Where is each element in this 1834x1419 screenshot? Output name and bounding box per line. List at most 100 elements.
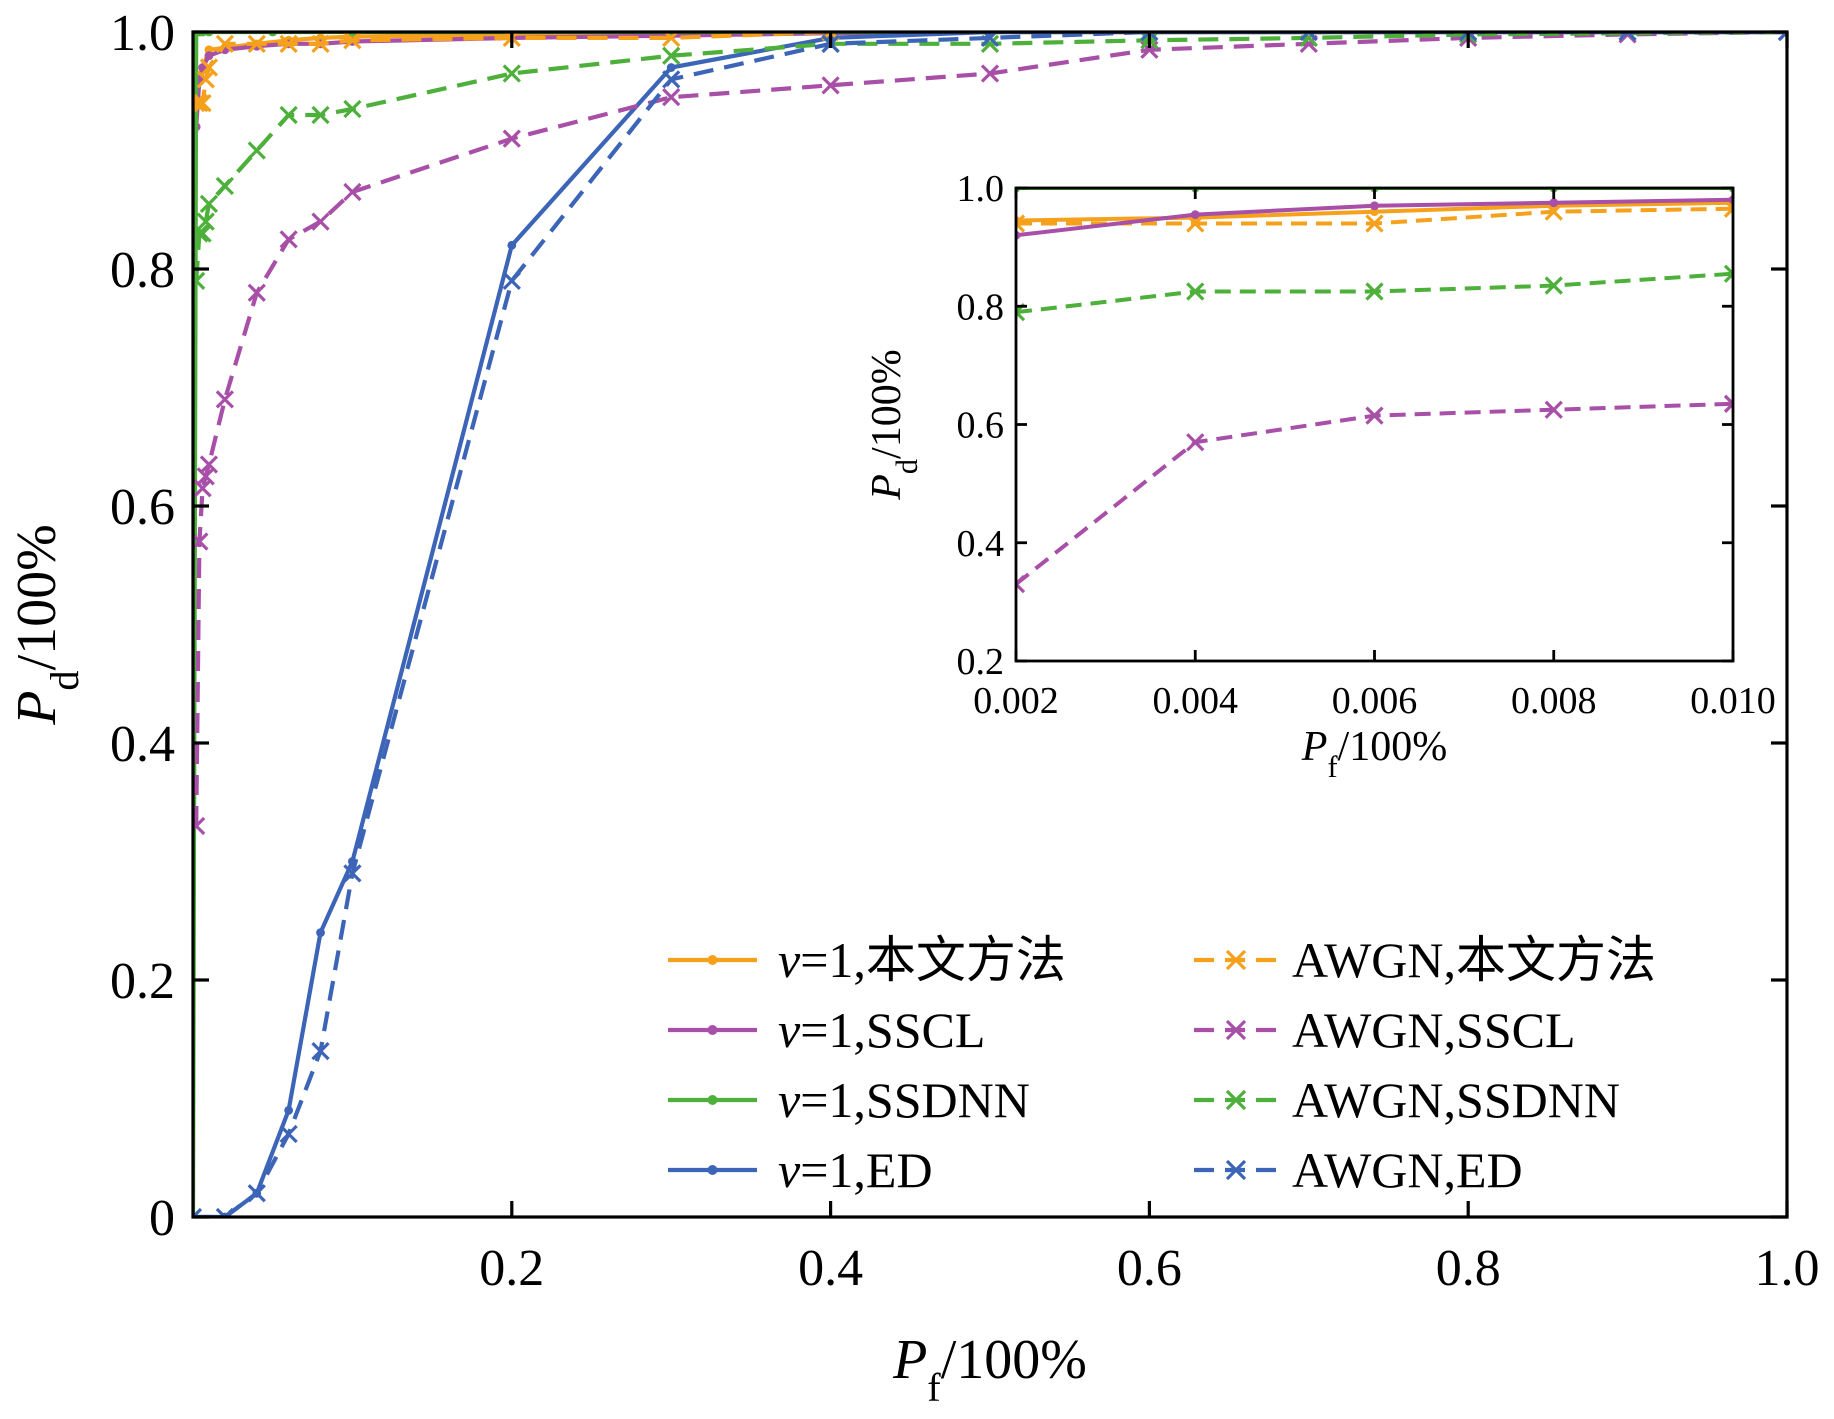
main-data-point — [279, 34, 298, 53]
main-data-point — [821, 76, 840, 95]
main-data-point — [279, 105, 298, 125]
legend-entry: v=1,SSCL — [668, 1002, 985, 1058]
main-data-point — [193, 271, 206, 290]
main-chart: 0.2 0.4 0.6 0.8 1.0 0 0.2 0.4 0.6 0.8 1.0 Pf/100% Pd… — [6, 5, 1820, 1410]
inset-data-point — [1370, 201, 1379, 211]
legend-label: v=1,SSDNN — [778, 1072, 1030, 1128]
inset-y-tick-label: 0.8 — [957, 286, 1005, 328]
main-x-tick-label: 0.6 — [1117, 1240, 1182, 1297]
inset-chart: 0.002 0.004 0.006 0.008 0.010 0.2 0.4 0.6 0.8 1.0… — [864, 168, 1776, 784]
inset-data-point — [1549, 198, 1559, 208]
legend-marker — [707, 955, 718, 965]
inset-data-point — [1190, 210, 1200, 220]
main-data-point — [507, 240, 517, 250]
main-data-point — [980, 64, 1000, 83]
main-x-tick-label: 0.8 — [1436, 1240, 1501, 1297]
legend-label: AWGN,本文方法 — [1292, 932, 1656, 988]
main-data-point — [343, 99, 362, 119]
main-data-point — [502, 129, 521, 148]
main-data-point — [311, 212, 330, 231]
inset-data-point — [1723, 394, 1733, 413]
main-y-tick-label: 0.8 — [110, 242, 175, 299]
main-data-point — [343, 31, 362, 50]
legend-entry: AWGN,SSDNN — [1194, 1072, 1620, 1128]
legend-entry: v=1,ED — [668, 1142, 933, 1198]
inset-data-point — [1186, 433, 1205, 452]
inset-y-tick-label: 0.4 — [957, 523, 1005, 565]
legend: v=1,本文方法 v=1,SSCL v=1,SSDNN v=1,ED AWGN,本文方法… — [668, 932, 1656, 1198]
main-x-tick-label: 0.2 — [479, 1240, 544, 1297]
main-y-tick-label: 0 — [149, 1190, 175, 1247]
legend-marker — [707, 1025, 718, 1035]
legend-entry: AWGN,本文方法 — [1194, 932, 1656, 988]
main-data-point — [311, 34, 330, 53]
main-data-point — [196, 212, 215, 231]
legend-label: AWGN,SSDNN — [1292, 1072, 1620, 1128]
legend-marker — [1225, 1019, 1247, 1041]
main-data-point — [316, 928, 325, 937]
main-data-point — [199, 58, 219, 77]
legend-marker — [1225, 949, 1247, 971]
main-data-point — [247, 141, 266, 160]
main-data-point — [193, 816, 206, 836]
main-data-point — [502, 271, 521, 290]
inset-x-tick-label: 0.010 — [1690, 680, 1776, 722]
main-x-axis-label: Pf/100% — [892, 1329, 1087, 1410]
main-data-point — [502, 64, 521, 83]
inset-x-axis-label: Pf/100% — [1301, 724, 1447, 784]
inset-data-point — [1365, 282, 1384, 301]
main-data-point — [247, 34, 266, 53]
main-x-tick-label: 1.0 — [1755, 1240, 1820, 1297]
main-data-point — [662, 88, 681, 107]
legend-label: v=1,ED — [778, 1142, 933, 1198]
legend-label: AWGN,ED — [1292, 1142, 1523, 1198]
main-data-point — [247, 1184, 266, 1203]
main-data-point — [215, 176, 235, 196]
main-data-point — [204, 51, 214, 61]
inset-background — [1016, 188, 1733, 661]
legend-marker — [1225, 1159, 1247, 1181]
main-y-tick-label: 0.2 — [110, 953, 175, 1010]
legend-marker — [1225, 1089, 1247, 1111]
inset-x-tick-label: 0.002 — [973, 680, 1059, 722]
main-data-point — [311, 1041, 330, 1061]
inset-x-tick-label: 0.006 — [1332, 680, 1418, 722]
inset-data-point — [1016, 214, 1026, 233]
main-data-point — [193, 93, 212, 113]
main-y-tick-label: 0.4 — [110, 716, 175, 773]
main-data-point — [193, 93, 206, 113]
inset-data-point — [1186, 282, 1205, 301]
main-data-point — [193, 1207, 203, 1218]
main-data-point — [343, 182, 362, 202]
main-y-tick-label: 1.0 — [110, 5, 175, 62]
inset-y-axis-label: Pd/100% — [864, 349, 924, 500]
inset-data-point — [1723, 264, 1733, 283]
legend-entry: v=1,SSDNN — [668, 1072, 1030, 1128]
main-data-point — [662, 46, 681, 65]
main-data-point — [1777, 31, 1787, 42]
inset-data-point — [1016, 575, 1026, 594]
main-data-point — [666, 63, 676, 72]
inset-y-tick-label: 1.0 — [957, 168, 1005, 210]
main-data-point — [1618, 31, 1637, 44]
main-data-point — [662, 70, 681, 89]
inset-data-point — [1544, 400, 1563, 419]
main-series-line — [194, 31, 1787, 281]
legend-entry: AWGN,SSCL — [1194, 1002, 1576, 1058]
inset-x-tick-label: 0.008 — [1511, 680, 1597, 722]
legend-entry: AWGN,ED — [1194, 1142, 1523, 1198]
main-x-tick-label: 0.4 — [798, 1240, 863, 1297]
inset-data-point — [1365, 214, 1384, 233]
inset-data-point — [1544, 202, 1563, 221]
legend-entry: v=1,本文方法 — [668, 932, 1066, 988]
main-data-point — [199, 455, 219, 474]
main-data-point — [215, 34, 235, 53]
inset-x-tick-label: 0.004 — [1153, 680, 1239, 722]
main-data-point — [247, 283, 266, 302]
main-data-point — [279, 1124, 298, 1144]
inset-y-tick-label: 0.6 — [957, 405, 1005, 447]
legend-marker — [707, 1165, 718, 1175]
legend-label: v=1,SSCL — [778, 1002, 985, 1058]
inset-series-3 — [1016, 199, 1733, 233]
